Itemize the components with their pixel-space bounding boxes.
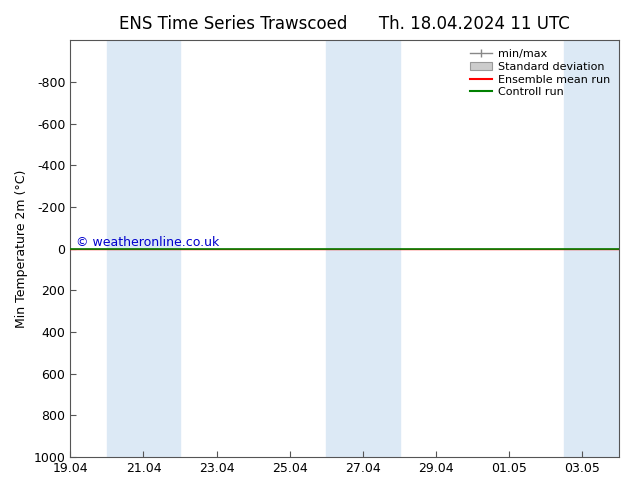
Y-axis label: Min Temperature 2m (°C): Min Temperature 2m (°C) bbox=[15, 170, 28, 328]
Bar bbox=[327, 40, 399, 457]
Bar bbox=[564, 40, 619, 457]
Legend: min/max, Standard deviation, Ensemble mean run, Controll run: min/max, Standard deviation, Ensemble me… bbox=[467, 46, 614, 100]
Bar bbox=[107, 40, 180, 457]
Title: ENS Time Series Trawscoed      Th. 18.04.2024 11 UTC: ENS Time Series Trawscoed Th. 18.04.2024… bbox=[119, 15, 570, 33]
Text: © weatheronline.co.uk: © weatheronline.co.uk bbox=[76, 236, 219, 248]
